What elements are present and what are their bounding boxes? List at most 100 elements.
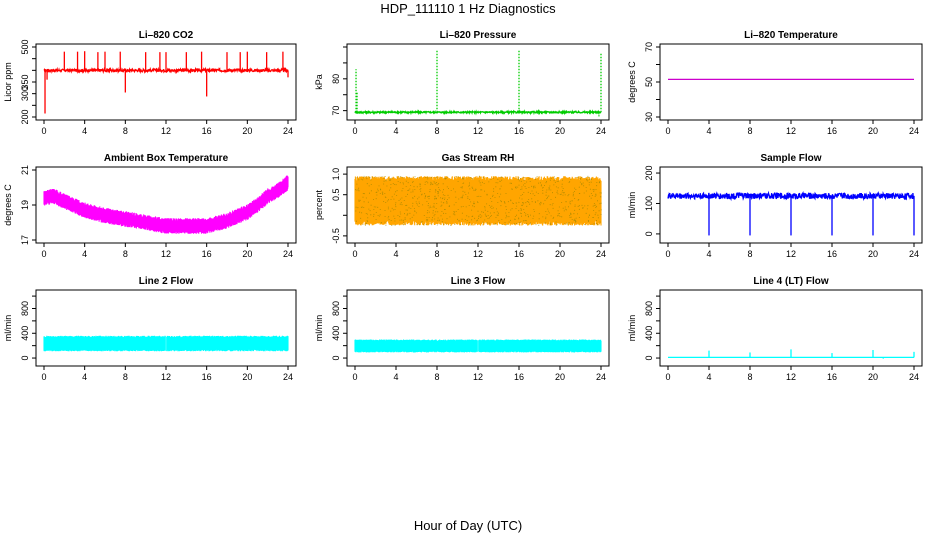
plot-frame [659, 43, 923, 121]
series-band [354, 339, 602, 353]
panel-title: Li–820 CO2 [139, 30, 194, 41]
plot-frame [346, 289, 610, 367]
y-tick-label: 17 [20, 235, 30, 245]
x-tick-label: 20 [242, 372, 252, 382]
series-line [354, 108, 602, 116]
x-tick-label: 4 [706, 126, 711, 136]
x-tick-label: 8 [123, 126, 128, 136]
panel-title: Line 3 Flow [451, 276, 506, 287]
x-tick-label: 16 [514, 372, 524, 382]
x-tick-label: 24 [596, 372, 606, 382]
x-tick-label: 16 [202, 126, 212, 136]
y-tick-label: 100 [644, 196, 654, 211]
panel-7: Line 2 Flow ml/min 0 4 8 12 16 20 24 0 400 800 [3, 276, 297, 382]
y-tick-label: 80 [331, 74, 341, 84]
x-tick-label: 0 [41, 126, 46, 136]
y-tick-label: -0.5 [331, 228, 341, 244]
y-tick-label: 400 [20, 326, 30, 341]
x-tick-label: 0 [41, 249, 46, 259]
y-axis-label: degrees C [3, 184, 13, 226]
y-tick-label: 0 [20, 356, 30, 361]
y-tick-label: 30 [644, 112, 654, 122]
y-axis-label: ml/min [3, 315, 13, 342]
x-tick-label: 20 [868, 126, 878, 136]
x-tick-label: 8 [747, 249, 752, 259]
panel-title: Gas Stream RH [442, 153, 515, 164]
panel-title: Li–820 Pressure [440, 30, 517, 41]
x-tick-label: 20 [242, 126, 252, 136]
x-tick-label: 24 [596, 126, 606, 136]
y-axis-label: ml/min [627, 192, 637, 219]
panel-title: Ambient Box Temperature [104, 153, 229, 164]
y-tick-label: 70 [331, 106, 341, 116]
series-band [43, 335, 289, 352]
plot-frame [35, 289, 297, 367]
x-tick-label: 4 [82, 126, 87, 136]
x-tick-label: 16 [202, 249, 212, 259]
x-tick-label: 24 [283, 126, 293, 136]
y-axis-label: percent [314, 189, 324, 220]
x-tick-label: 8 [747, 126, 752, 136]
x-tick-label: 8 [747, 372, 752, 382]
x-tick-label: 16 [514, 126, 524, 136]
series-curve [43, 175, 289, 234]
panel-5: Gas Stream RH percent 0 4 8 12 16 20 24 -0.5 0.5 1.… [314, 153, 610, 259]
x-tick-label: 12 [161, 372, 171, 382]
y-tick-label: 800 [644, 301, 654, 316]
x-tick-label: 24 [283, 372, 293, 382]
x-tick-label: 4 [393, 372, 398, 382]
y-tick-label: 21 [20, 165, 30, 175]
x-tick-label: 12 [473, 249, 483, 259]
x-tick-label: 8 [123, 372, 128, 382]
y-axis-label: ml/min [314, 315, 324, 342]
x-tick-label: 24 [909, 372, 919, 382]
panel-title: Line 4 (LT) Flow [753, 276, 829, 287]
y-tick-label: 19 [20, 200, 30, 210]
x-tick-label: 12 [786, 249, 796, 259]
x-tick-label: 12 [161, 249, 171, 259]
x-tick-label: 16 [827, 249, 837, 259]
x-tick-label: 12 [161, 126, 171, 136]
y-tick-label: 0 [644, 356, 654, 361]
series-dots [355, 175, 602, 226]
x-tick-label: 24 [283, 249, 293, 259]
panel-3: Li–820 Temperature degrees C 0 4 8 12 16 20 24 30… [627, 30, 923, 136]
y-tick-label: 1.0 [331, 168, 341, 181]
x-tick-label: 24 [909, 249, 919, 259]
panel-4: Ambient Box Temperature degrees C 0 4 8 12 16 2… [3, 153, 297, 259]
x-tick-label: 12 [473, 126, 483, 136]
x-tick-label: 24 [909, 126, 919, 136]
x-tick-label: 16 [827, 372, 837, 382]
y-axis-label: kPa [314, 74, 324, 90]
x-tick-label: 4 [393, 249, 398, 259]
panel-title: Line 2 Flow [139, 276, 194, 287]
y-tick-label: 0 [331, 356, 341, 361]
x-tick-label: 4 [393, 126, 398, 136]
x-tick-label: 0 [665, 372, 670, 382]
y-tick-label: 800 [331, 301, 341, 316]
y-tick-label: 300 [20, 86, 30, 101]
y-tick-label: 350 [20, 74, 30, 89]
x-tick-label: 0 [665, 249, 670, 259]
x-tick-label: 8 [434, 372, 439, 382]
x-tick-label: 8 [434, 249, 439, 259]
y-tick-label: 400 [331, 326, 341, 341]
y-tick-label: 500 [20, 39, 30, 54]
x-tick-label: 4 [706, 249, 711, 259]
figure-title: HDP_111110 1 Hz Diagnostics [380, 1, 556, 16]
plot-frame [346, 43, 610, 121]
x-tick-label: 4 [82, 372, 87, 382]
x-tick-label: 20 [242, 249, 252, 259]
x-tick-label: 0 [352, 372, 357, 382]
figure-x-axis-label: Hour of Day (UTC) [413, 518, 523, 533]
panel-6: Sample Flow ml/min 0 4 8 12 16 20 24 0 100 200 [627, 153, 923, 259]
x-tick-label: 20 [555, 249, 565, 259]
y-tick-label: 70 [644, 42, 654, 52]
panel-8: Line 3 Flow ml/min 0 4 8 12 16 20 24 0 400 800 [314, 276, 610, 382]
y-tick-label: 0 [644, 231, 654, 236]
x-tick-label: 12 [786, 372, 796, 382]
y-tick-label: 400 [644, 326, 654, 341]
x-tick-label: 12 [473, 372, 483, 382]
